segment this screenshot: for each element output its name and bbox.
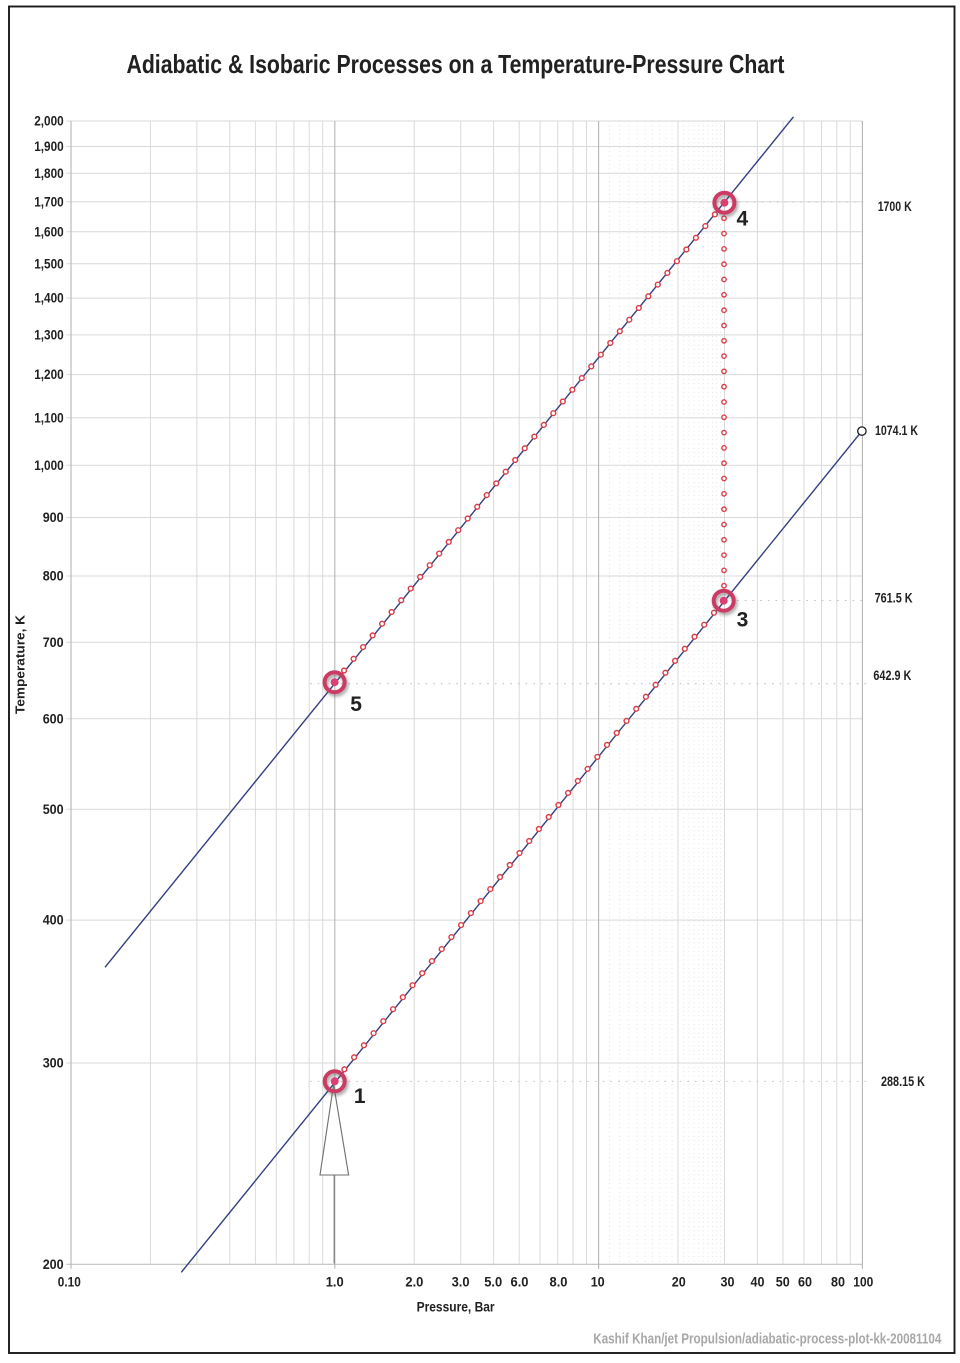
- svg-text:1,500: 1,500: [34, 256, 64, 271]
- svg-text:1,800: 1,800: [34, 166, 64, 181]
- svg-text:700: 700: [43, 635, 64, 650]
- svg-text:642.9 K: 642.9 K: [873, 668, 911, 683]
- svg-text:1,200: 1,200: [34, 367, 64, 382]
- svg-text:2.0: 2.0: [405, 1274, 423, 1289]
- svg-text:1,600: 1,600: [34, 224, 64, 239]
- svg-text:1700 K: 1700 K: [878, 199, 912, 214]
- svg-text:8.0: 8.0: [550, 1274, 568, 1289]
- svg-text:1,700: 1,700: [34, 194, 64, 209]
- svg-text:5: 5: [350, 693, 362, 716]
- svg-text:200: 200: [43, 1257, 64, 1272]
- svg-text:50: 50: [776, 1274, 790, 1289]
- svg-text:500: 500: [43, 802, 64, 817]
- svg-text:1,100: 1,100: [34, 410, 64, 425]
- svg-text:30: 30: [721, 1274, 735, 1289]
- svg-text:Adiabatic & Isobaric Processes: Adiabatic & Isobaric Processes on a Temp…: [127, 49, 785, 79]
- svg-text:800: 800: [43, 569, 64, 584]
- svg-text:40: 40: [751, 1274, 765, 1289]
- svg-text:900: 900: [43, 510, 64, 525]
- svg-text:3.0: 3.0: [452, 1274, 470, 1289]
- svg-text:6.0: 6.0: [511, 1274, 529, 1289]
- svg-text:1,300: 1,300: [34, 327, 64, 342]
- svg-text:3: 3: [737, 608, 749, 631]
- svg-text:1.0: 1.0: [326, 1274, 344, 1289]
- svg-text:Temperature, K: Temperature, K: [13, 614, 28, 714]
- svg-text:100: 100: [853, 1274, 873, 1289]
- svg-text:20: 20: [672, 1274, 686, 1289]
- svg-text:5.0: 5.0: [484, 1274, 502, 1289]
- svg-text:1,900: 1,900: [34, 139, 64, 154]
- svg-text:80: 80: [831, 1274, 845, 1289]
- svg-text:0.10: 0.10: [58, 1274, 81, 1289]
- svg-text:1: 1: [354, 1085, 366, 1108]
- svg-text:2,000: 2,000: [34, 114, 64, 129]
- svg-text:10: 10: [591, 1274, 605, 1289]
- svg-text:Pressure, Bar: Pressure, Bar: [417, 1299, 496, 1314]
- svg-text:400: 400: [43, 913, 64, 928]
- svg-text:4: 4: [737, 208, 749, 231]
- svg-text:1,000: 1,000: [34, 458, 64, 473]
- svg-text:Kashif Khan/jet Propulsion/adi: Kashif Khan/jet Propulsion/adiabatic-pro…: [593, 1331, 941, 1348]
- svg-text:288.15 K: 288.15 K: [881, 1074, 925, 1089]
- svg-text:1074.1 K: 1074.1 K: [875, 423, 918, 438]
- svg-text:300: 300: [43, 1056, 64, 1071]
- svg-text:60: 60: [798, 1274, 812, 1289]
- svg-text:1,400: 1,400: [34, 291, 64, 306]
- svg-text:600: 600: [43, 711, 64, 726]
- svg-text:761.5 K: 761.5 K: [875, 591, 913, 606]
